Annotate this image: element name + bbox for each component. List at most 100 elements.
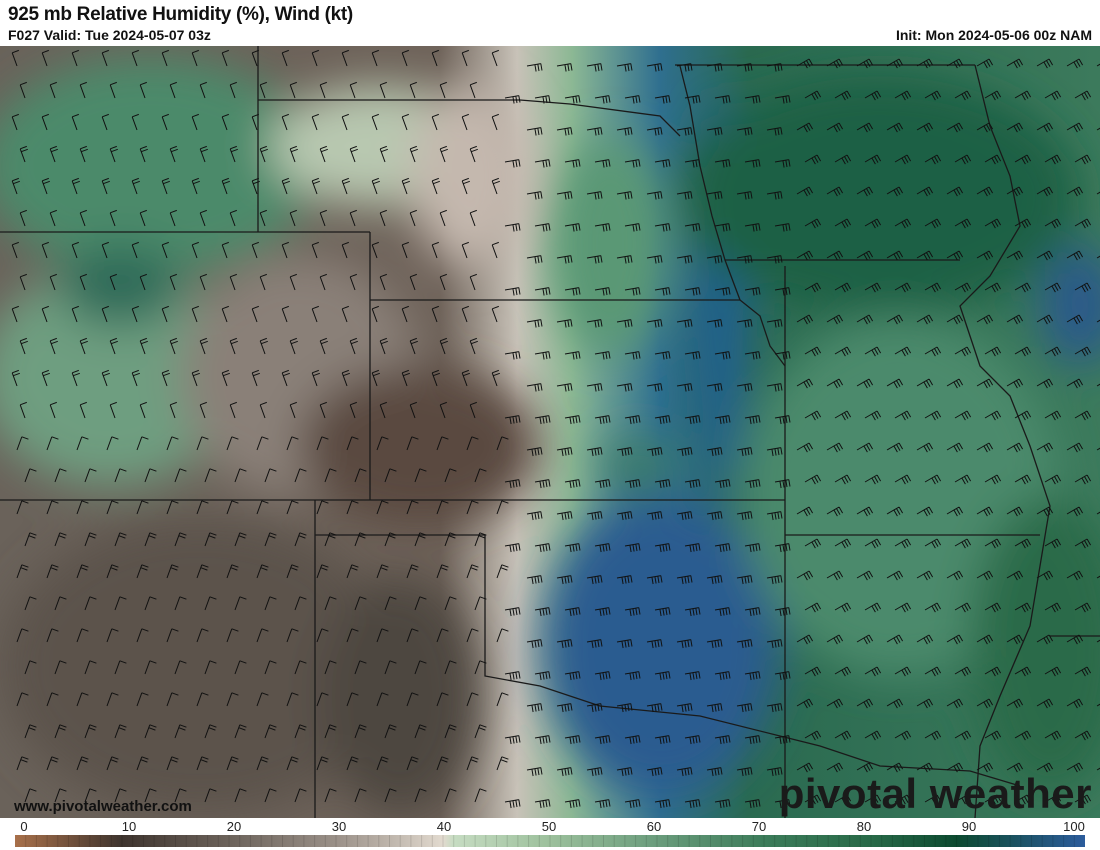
wind-barb (924, 154, 942, 165)
wind-barb (766, 191, 783, 200)
wind-barb (251, 49, 259, 67)
wind-barb (414, 660, 427, 675)
colorbar-labels: 0 10 20 30 40 50 60 70 80 90 100 (0, 819, 1100, 834)
wind-barb (804, 730, 822, 741)
wind-barb (474, 468, 487, 483)
wind-barb (319, 145, 328, 163)
wind-barb (916, 378, 934, 389)
wind-barb (886, 314, 904, 325)
weather-map[interactable] (0, 46, 1100, 818)
wind-barb (586, 639, 603, 649)
wind-barb (461, 113, 469, 131)
wind-barb (169, 337, 178, 355)
wind-barb (174, 532, 187, 547)
wind-barb (444, 788, 457, 803)
wind-barb (354, 724, 367, 739)
wind-barb (401, 113, 409, 131)
wind-barb (84, 596, 97, 611)
wind-barb (46, 692, 59, 707)
wind-barb (586, 511, 603, 521)
wind-barb (1044, 474, 1062, 485)
wind-barb (676, 319, 693, 328)
wind-barb (736, 383, 753, 392)
wind-barb (264, 596, 277, 611)
wind-barb (826, 314, 844, 325)
wind-barb (436, 436, 449, 451)
wind-barb (556, 639, 573, 649)
wind-barb (76, 500, 89, 515)
wind-barb (139, 273, 147, 291)
wind-barb (1066, 58, 1084, 69)
wind-barb (826, 570, 844, 581)
wind-barb (714, 543, 731, 553)
wind-barb (474, 660, 487, 675)
wind-barb (916, 506, 934, 517)
wind-barb (474, 724, 487, 739)
wind-barb (1044, 218, 1062, 229)
wind-barb (556, 319, 573, 328)
wind-barb (594, 223, 611, 232)
wind-barb (311, 305, 319, 323)
wind-barb (191, 113, 199, 131)
wind-barb (11, 177, 20, 195)
wind-barb (371, 369, 380, 387)
wind-barb (796, 762, 814, 773)
wind-barb (281, 369, 290, 387)
wind-barb (409, 81, 417, 99)
wind-barb (646, 511, 663, 521)
wind-barb (136, 436, 149, 451)
wind-barb (174, 788, 187, 803)
wind-barb (114, 468, 127, 483)
wind-barb (1006, 634, 1024, 645)
wind-barb (856, 58, 874, 69)
wind-barb (774, 799, 791, 809)
wind-barb (1044, 346, 1062, 357)
wind-barb (371, 113, 379, 131)
wind-barb (684, 159, 701, 168)
wind-barb (654, 799, 671, 809)
wind-barb (556, 575, 573, 585)
wind-barb (616, 639, 633, 649)
wind-barb (84, 724, 97, 739)
wind-barb (169, 273, 177, 291)
wind-barb (414, 532, 427, 547)
wind-barb (676, 191, 693, 200)
wind-barb (766, 319, 783, 328)
wind-barb (564, 351, 581, 360)
wind-barb (894, 538, 912, 549)
wind-barb (976, 122, 994, 133)
wind-barb (976, 186, 994, 197)
wind-barb (924, 410, 942, 421)
wind-barb (204, 724, 217, 739)
wind-barb (714, 159, 731, 168)
wind-barb (916, 250, 934, 261)
wind-barb (556, 191, 573, 200)
wind-barb (766, 639, 783, 649)
wind-barb (624, 223, 641, 232)
wind-barb (191, 177, 200, 195)
wind-barb (191, 305, 199, 323)
wind-barb (11, 113, 19, 131)
wind-barb (796, 442, 814, 453)
wind-barb (144, 596, 157, 611)
wind-barb (564, 607, 581, 617)
wind-barb (586, 447, 603, 457)
wind-barb (556, 255, 573, 264)
wind-barb (564, 671, 581, 681)
wind-barb (174, 660, 187, 675)
wind-barb (169, 209, 177, 227)
wind-barb (46, 436, 59, 451)
wind-barb (706, 511, 723, 521)
wind-barb (796, 122, 814, 133)
wind-barb (894, 474, 912, 485)
wind-barb (264, 788, 277, 803)
wind-barb (864, 666, 882, 677)
wind-barb (886, 570, 904, 581)
wind-barb (744, 223, 761, 232)
wind-barb (954, 154, 972, 165)
wind-barb (676, 767, 693, 777)
wind-barb (16, 692, 29, 707)
wind-barb (526, 127, 543, 136)
wind-barb (281, 241, 289, 259)
wind-barb (256, 500, 269, 515)
